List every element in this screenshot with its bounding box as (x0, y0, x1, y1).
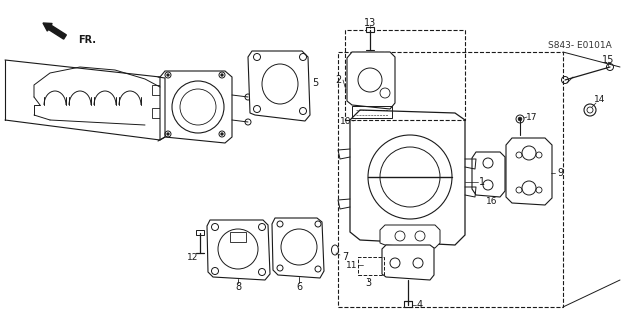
Text: 15: 15 (602, 55, 614, 65)
Bar (196, 230, 204, 235)
Text: 13: 13 (364, 18, 376, 28)
Text: 8: 8 (235, 282, 241, 292)
Circle shape (167, 133, 169, 135)
Text: 5: 5 (312, 78, 318, 88)
Bar (404, 301, 412, 307)
Bar (338, 52, 563, 307)
Text: 6: 6 (296, 282, 302, 292)
Text: S843- E0101A: S843- E0101A (548, 41, 612, 49)
Bar (230, 232, 246, 242)
Text: 4: 4 (417, 300, 423, 310)
Circle shape (518, 117, 522, 121)
Polygon shape (207, 220, 270, 280)
Ellipse shape (332, 245, 339, 255)
Polygon shape (380, 225, 440, 248)
Circle shape (167, 74, 169, 76)
Text: 12: 12 (188, 253, 198, 261)
Polygon shape (347, 52, 395, 109)
Text: 11: 11 (346, 261, 358, 270)
Text: 7: 7 (342, 252, 348, 262)
Text: 17: 17 (526, 112, 538, 122)
Text: 14: 14 (595, 95, 605, 105)
Text: 2: 2 (335, 75, 341, 85)
Circle shape (221, 133, 223, 135)
Polygon shape (506, 138, 552, 205)
Polygon shape (248, 51, 310, 121)
Polygon shape (160, 71, 232, 143)
Text: 9: 9 (557, 168, 563, 178)
Bar (358, 257, 384, 275)
Polygon shape (350, 110, 465, 245)
FancyArrow shape (43, 23, 67, 39)
Text: 10: 10 (340, 117, 352, 125)
Text: 1: 1 (479, 177, 485, 187)
Polygon shape (382, 245, 434, 280)
Bar (352, 106, 392, 118)
Bar (366, 27, 374, 32)
Circle shape (221, 74, 223, 76)
Bar (152, 85, 160, 95)
Text: FR.: FR. (78, 35, 96, 45)
Text: 16: 16 (486, 198, 498, 207)
Bar (345, 30, 465, 120)
Polygon shape (472, 152, 505, 197)
Bar (152, 108, 160, 118)
Polygon shape (272, 218, 324, 278)
Text: 3: 3 (365, 278, 371, 288)
